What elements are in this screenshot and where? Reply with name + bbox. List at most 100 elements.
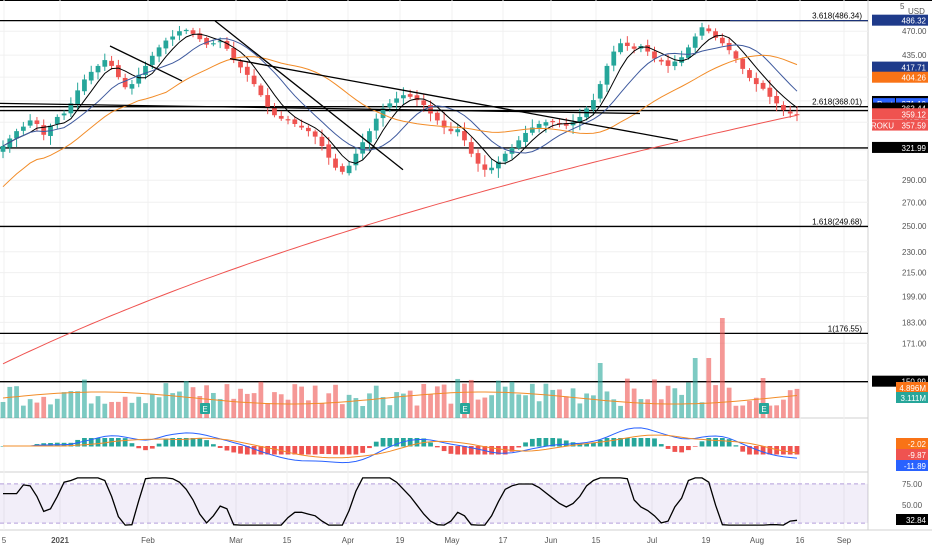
candle-body xyxy=(441,120,447,128)
macd-histogram-bar xyxy=(183,438,189,447)
volume-bar xyxy=(367,393,372,418)
volume-bar xyxy=(733,405,739,418)
candle-body xyxy=(319,136,325,147)
price-badge-text[interactable]: ROKU xyxy=(871,122,894,131)
macd-histogram-bar xyxy=(231,446,237,453)
price-badge[interactable] xyxy=(872,119,896,131)
volume-bar xyxy=(82,379,87,418)
indicator-badge[interactable] xyxy=(896,382,928,393)
indicator-badge[interactable] xyxy=(896,514,928,525)
volume-bar xyxy=(380,397,386,418)
candle-body xyxy=(326,144,332,158)
volume-bar xyxy=(753,397,759,418)
price-badge-text[interactable]: 417.71 xyxy=(902,64,927,73)
earnings-marker[interactable] xyxy=(200,403,210,414)
candle-body xyxy=(102,60,108,67)
macd-histogram-bar xyxy=(611,438,617,447)
price-badge-text[interactable]: 404.26 xyxy=(902,74,927,83)
price-badge[interactable] xyxy=(872,141,928,153)
price-badge-text[interactable]: 357.59 xyxy=(902,122,927,131)
level-label: 1(176.55) xyxy=(828,324,863,333)
candle-body xyxy=(143,65,148,76)
macd-histogram-bar xyxy=(570,442,576,447)
candle-body xyxy=(706,28,712,32)
volume-bar xyxy=(584,393,589,418)
macd-histogram-bar xyxy=(353,446,359,455)
indicator-badge[interactable] xyxy=(896,392,928,403)
volume-bar xyxy=(638,399,644,418)
volume-bar xyxy=(360,405,366,418)
indicator-badge[interactable] xyxy=(896,449,928,460)
level-label: 2.618(368.01) xyxy=(812,98,862,107)
macd-histogram-bar xyxy=(679,446,685,453)
candle-body xyxy=(61,113,67,116)
macd-histogram-bar xyxy=(604,438,610,447)
volume-bar xyxy=(794,388,800,418)
time-tick-label: 2021 xyxy=(51,536,69,545)
macd-histogram-bar xyxy=(319,446,325,454)
candle-body xyxy=(272,107,277,116)
earnings-marker[interactable] xyxy=(759,403,769,414)
volume-bar xyxy=(20,405,26,418)
macd-histogram-bar xyxy=(394,438,399,447)
volume-bar xyxy=(258,381,264,418)
earnings-marker[interactable] xyxy=(460,403,470,414)
volume-bar xyxy=(618,405,623,418)
price-badge[interactable] xyxy=(872,71,928,83)
volume-bar xyxy=(713,385,718,418)
macd-histogram-bar xyxy=(686,446,691,451)
candle-body xyxy=(27,120,33,126)
volume-bar xyxy=(509,381,515,418)
currency-label[interactable]: USD xyxy=(908,7,925,16)
price-badge[interactable] xyxy=(872,375,928,387)
price-badge-text[interactable]: 359.12 xyxy=(902,110,927,119)
price-axis[interactable]: 470.00435.00405.00375.00350.00320.00290.… xyxy=(871,2,928,525)
volume-bar xyxy=(306,400,311,418)
volume-bar xyxy=(529,383,535,418)
indicator-tick-label: 50.00 xyxy=(902,501,923,510)
volume-bar xyxy=(401,393,406,418)
rsi-line xyxy=(3,477,798,526)
candle-body xyxy=(177,31,182,36)
volume-bar xyxy=(781,399,786,418)
macd-histogram-bar xyxy=(489,446,494,455)
price-badge[interactable] xyxy=(872,14,928,26)
volume-bar xyxy=(747,400,752,418)
volume-bar xyxy=(475,399,481,418)
volume-bar xyxy=(563,396,569,418)
trendline xyxy=(214,20,404,171)
price-badge[interactable] xyxy=(872,108,928,120)
candle-body xyxy=(183,29,189,32)
macd-histogram-bar xyxy=(190,438,196,447)
macd-histogram-bar xyxy=(204,440,209,447)
candle-body xyxy=(54,116,60,125)
level-label: 3.618(486.34) xyxy=(812,12,862,21)
indicator-badge[interactable] xyxy=(896,438,928,449)
indicator-badge-text: -2.02 xyxy=(908,440,927,449)
price-badge[interactable] xyxy=(872,61,928,73)
price-badge[interactable] xyxy=(896,119,928,131)
macd-histogram-bar xyxy=(163,438,169,447)
candle-body xyxy=(428,105,433,114)
macd-histogram-bar xyxy=(781,446,786,455)
volume-bar xyxy=(604,391,610,418)
trendline xyxy=(109,45,183,82)
candle-body xyxy=(407,94,413,97)
candle-body xyxy=(380,108,386,119)
rsi-pane xyxy=(0,477,868,526)
macd-histogram-bar xyxy=(563,440,569,447)
price-badge[interactable] xyxy=(872,102,928,114)
indicator-badge[interactable] xyxy=(896,460,928,471)
candle-body xyxy=(577,116,583,123)
price-tick-label: 290.00 xyxy=(902,176,927,185)
price-badge-text[interactable]: 486.32 xyxy=(902,17,927,26)
time-axis[interactable]: 5 2021 Feb Mar 15 Apr 19 May 17 Jun 15 Jul 19 Aug 16 Se… xyxy=(2,536,852,545)
macd-histogram-bar xyxy=(645,438,651,447)
volume-bar xyxy=(272,392,277,418)
price-tick-label: 171.00 xyxy=(902,339,927,348)
volume-bar xyxy=(557,389,562,418)
price-badge-text[interactable]: 321.99 xyxy=(902,144,927,153)
volume-bar xyxy=(244,393,250,418)
candle-body xyxy=(149,55,155,65)
volume-bar xyxy=(645,399,651,418)
